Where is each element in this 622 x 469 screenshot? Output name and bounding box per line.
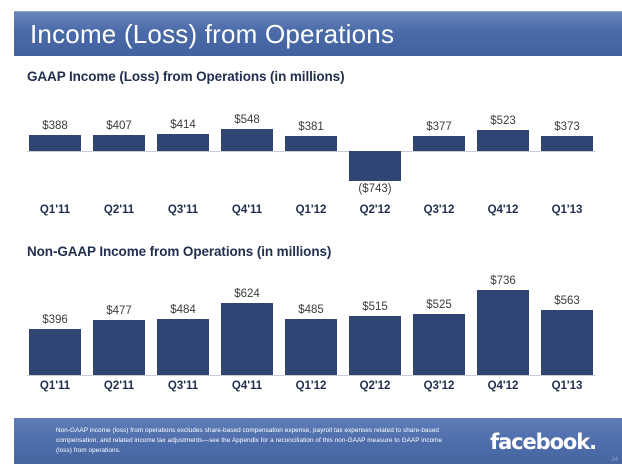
category-label: Q4'12 bbox=[487, 204, 519, 216]
bar-value-label: ($743) bbox=[358, 183, 392, 195]
bar-value-label: $396 bbox=[42, 314, 68, 327]
page-number: 14 bbox=[611, 457, 618, 463]
slide-title-banner: Income (Loss) from Operations bbox=[14, 11, 622, 56]
bar-value-label: $563 bbox=[554, 294, 580, 307]
bar-slot: $624 Q4'11 bbox=[219, 268, 275, 403]
bar-slot: $396 Q1'11 bbox=[27, 268, 83, 403]
bar-value-label: $484 bbox=[170, 304, 196, 317]
bar-slot: $477 Q2'11 bbox=[91, 268, 147, 403]
category-label: Q2'11 bbox=[103, 204, 135, 216]
category-label: Q3'11 bbox=[167, 380, 199, 392]
bar-slot: $485 Q1'12 bbox=[283, 268, 339, 403]
bar-slot: $407 Q2'11 bbox=[91, 96, 147, 236]
bar bbox=[285, 318, 337, 375]
facebook-logo: facebook. bbox=[490, 430, 597, 454]
bar-slot: $381 Q1'12 bbox=[283, 96, 339, 236]
bar-slot: $548 Q4'11 bbox=[219, 96, 275, 236]
bar bbox=[349, 315, 401, 375]
bar bbox=[157, 134, 209, 151]
bar-value-label: $515 bbox=[362, 300, 388, 313]
category-label: Q4'11 bbox=[231, 380, 263, 392]
footnote-text: Non-GAAP income (loss) from operations e… bbox=[56, 427, 443, 454]
bar bbox=[29, 135, 81, 151]
category-label: Q3'12 bbox=[423, 380, 455, 392]
bar bbox=[29, 329, 81, 375]
category-label: Q4'12 bbox=[487, 380, 519, 392]
category-label: Q2'12 bbox=[359, 380, 391, 392]
bar bbox=[221, 302, 273, 375]
bar-value-label: $485 bbox=[298, 303, 324, 316]
nongaap-plot-area: $396 Q1'11 $477 Q2'11 $484 Q3'11 $624 Q4'11 $485… bbox=[27, 268, 595, 403]
bar-slot: $515 Q2'12 bbox=[347, 268, 403, 403]
bar-slot: $377 Q3'12 bbox=[411, 96, 467, 236]
category-label: Q3'11 bbox=[167, 204, 199, 216]
bar bbox=[477, 290, 529, 375]
bar bbox=[349, 151, 401, 181]
nongaap-section-heading: Non-GAAP Income from Operations (in mill… bbox=[27, 244, 332, 259]
bar-slot: $523 Q4'12 bbox=[475, 96, 531, 236]
category-label: Q1'11 bbox=[39, 380, 71, 392]
bar-value-label: $407 bbox=[106, 119, 132, 132]
bar bbox=[157, 319, 209, 375]
bar-slot: ($743) Q2'12 bbox=[347, 96, 403, 236]
bar-value-label: $477 bbox=[106, 304, 132, 317]
nongaap-bar-chart: $396 Q1'11 $477 Q2'11 $484 Q3'11 $624 Q4'11 $485… bbox=[27, 268, 595, 403]
bar bbox=[221, 128, 273, 151]
category-label: Q1'12 bbox=[295, 204, 327, 216]
bar-value-label: $388 bbox=[42, 120, 68, 133]
bar-value-label: $377 bbox=[426, 120, 452, 133]
bar-slot: $563 Q1'13 bbox=[539, 268, 595, 403]
gaap-baseline bbox=[27, 151, 595, 152]
category-label: Q1'13 bbox=[551, 380, 583, 392]
bar bbox=[93, 134, 145, 151]
bar bbox=[413, 314, 465, 375]
bar bbox=[477, 129, 529, 151]
bar bbox=[93, 319, 145, 375]
nongaap-baseline bbox=[27, 375, 595, 376]
gaap-plot-area: $388 Q1'11 $407 Q2'11 $414 Q3'11 $548 Q4'11 $381… bbox=[27, 96, 595, 236]
bar-value-label: $373 bbox=[554, 120, 580, 133]
bar bbox=[541, 135, 593, 151]
bar-value-label: $381 bbox=[298, 120, 324, 133]
bar-value-label: $736 bbox=[490, 275, 516, 287]
category-label: Q1'13 bbox=[551, 204, 583, 216]
bar bbox=[285, 135, 337, 151]
category-label: Q2'11 bbox=[103, 380, 135, 392]
bar-value-label: $523 bbox=[490, 114, 516, 127]
bar-value-label: $525 bbox=[426, 299, 452, 312]
page-title: Income (Loss) from Operations bbox=[30, 18, 395, 49]
gaap-bar-group: $388 Q1'11 $407 Q2'11 $414 Q3'11 $548 Q4'11 $381… bbox=[27, 96, 595, 236]
category-label: Q3'12 bbox=[423, 204, 455, 216]
bar-slot: $388 Q1'11 bbox=[27, 96, 83, 236]
bar-value-label: $414 bbox=[170, 119, 196, 132]
bar-slot: $373 Q1'13 bbox=[539, 96, 595, 236]
category-label: Q1'11 bbox=[39, 204, 71, 216]
bar-slot: $414 Q3'11 bbox=[155, 96, 211, 236]
category-label: Q2'12 bbox=[359, 204, 391, 216]
bar-slot: $736 Q4'12 bbox=[475, 268, 531, 403]
bar-slot: $484 Q3'11 bbox=[155, 268, 211, 403]
nongaap-bar-group: $396 Q1'11 $477 Q2'11 $484 Q3'11 $624 Q4'11 $485… bbox=[27, 268, 595, 403]
gaap-section-heading: GAAP Income (Loss) from Operations (in m… bbox=[27, 69, 345, 84]
bar bbox=[413, 135, 465, 151]
bar-value-label: $624 bbox=[234, 287, 260, 300]
category-label: Q4'11 bbox=[231, 204, 263, 216]
bar bbox=[541, 309, 593, 375]
bar-slot: $525 Q3'12 bbox=[411, 268, 467, 403]
footer-banner: Non-GAAP income (loss) from operations e… bbox=[14, 418, 622, 464]
gaap-bar-chart: $388 Q1'11 $407 Q2'11 $414 Q3'11 $548 Q4'11 $381… bbox=[27, 96, 595, 236]
bar-value-label: $548 bbox=[234, 113, 260, 126]
category-label: Q1'12 bbox=[295, 380, 327, 392]
